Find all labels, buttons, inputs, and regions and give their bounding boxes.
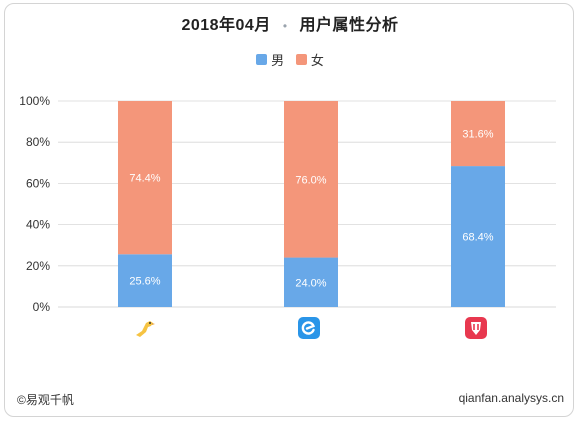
title-separator: •: [282, 18, 288, 33]
legend-swatch-male: [256, 54, 268, 65]
title-date: 2018年04月: [181, 17, 271, 34]
bar-segment: [451, 166, 505, 307]
data-label: 76.0%: [295, 174, 326, 186]
legend-label-male: 男: [271, 53, 285, 68]
legend-item-male: 男: [256, 50, 284, 69]
footer-site: qianfan.analysys.cn: [458, 391, 564, 405]
y-tick-label: 80%: [26, 135, 50, 149]
legend-item-female: 女: [295, 50, 324, 69]
y-tick-label: 60%: [26, 176, 50, 190]
bar-segment: [118, 101, 172, 255]
bar-segment: [284, 257, 338, 307]
legend: 男 女: [0, 50, 580, 69]
bar-segment: [451, 101, 505, 167]
red-shield-app-icon: [465, 317, 487, 339]
chart-title: 2018年04月 • 用户属性分析: [0, 11, 580, 35]
yellow-bird-app-icon: [136, 321, 155, 337]
y-tick-label: 20%: [26, 259, 50, 273]
data-label: 31.6%: [462, 129, 493, 141]
bar-segment: [284, 101, 338, 258]
data-label: 68.4%: [462, 232, 493, 244]
y-tick-label: 100%: [19, 94, 50, 108]
data-label: 25.6%: [129, 276, 160, 288]
title-subject: 用户属性分析: [299, 17, 399, 34]
legend-swatch-female: [295, 54, 307, 65]
blue-e-app-icon: [298, 317, 320, 339]
footer-source: ©易观千帆: [17, 393, 74, 407]
y-tick-label: 40%: [26, 218, 50, 232]
data-label: 24.0%: [295, 277, 326, 289]
data-label: 74.4%: [129, 173, 160, 185]
legend-label-female: 女: [310, 53, 324, 68]
bar-segment: [118, 254, 172, 307]
y-tick-label: 0%: [33, 300, 51, 314]
